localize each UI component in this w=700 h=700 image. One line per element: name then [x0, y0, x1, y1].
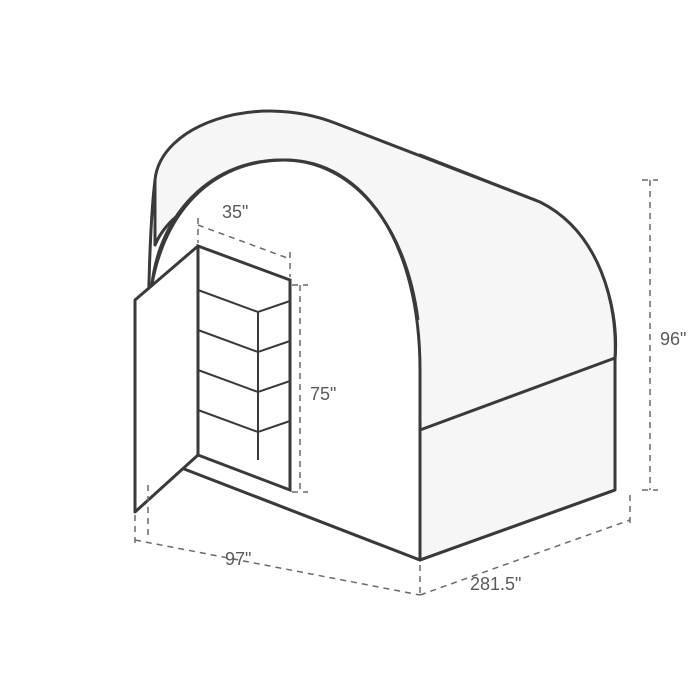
label-depth: 281.5"	[470, 574, 521, 594]
label-height: 96"	[660, 329, 686, 349]
door-opening	[198, 246, 290, 490]
label-front-width: 97"	[225, 549, 251, 569]
greenhouse-diagram: 35" 75" 97" 281.5" 96"	[0, 0, 700, 700]
diagram-container: 35" 75" 97" 281.5" 96"	[0, 0, 700, 700]
label-door-width: 35"	[222, 202, 248, 222]
label-door-height: 75"	[310, 384, 336, 404]
